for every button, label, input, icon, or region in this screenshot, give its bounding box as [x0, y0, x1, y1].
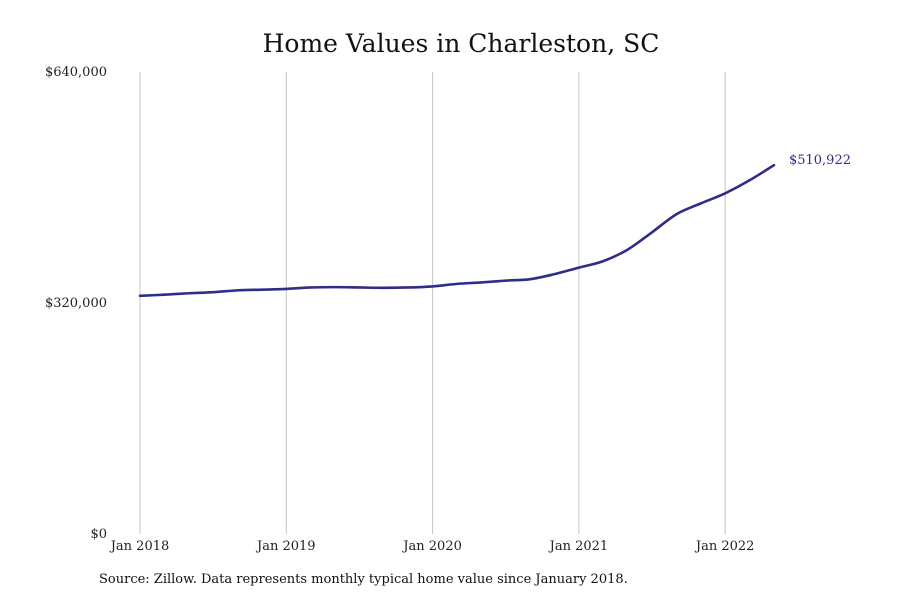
x-tick-label: Jan 2022 [694, 539, 755, 554]
source-note: Source: Zillow. Data represents monthly … [99, 572, 628, 587]
x-gridlines [139, 72, 726, 534]
data-labels: $510,922 [789, 153, 851, 168]
chart-title: Home Values in Charleston, SC [263, 29, 660, 58]
end-value-label: $510,922 [789, 153, 851, 168]
y-tick-label: $320,000 [45, 296, 107, 311]
x-axis-tick-labels: Jan 2018 Jan 2019 Jan 2020 Jan 2021 Jan 2022 [109, 539, 755, 554]
y-tick-label: $640,000 [45, 65, 107, 80]
x-tick-label: Jan 2019 [255, 539, 316, 554]
x-tick-label: Jan 2018 [109, 539, 170, 554]
y-tick-label: $0 [90, 527, 107, 542]
series-line [138, 163, 776, 298]
x-tick-label: Jan 2021 [548, 539, 609, 554]
series-layer [138, 163, 776, 298]
y-axis-tick-labels: $0 $320,000 $640,000 [45, 65, 107, 542]
x-tick-label: Jan 2020 [401, 539, 462, 554]
